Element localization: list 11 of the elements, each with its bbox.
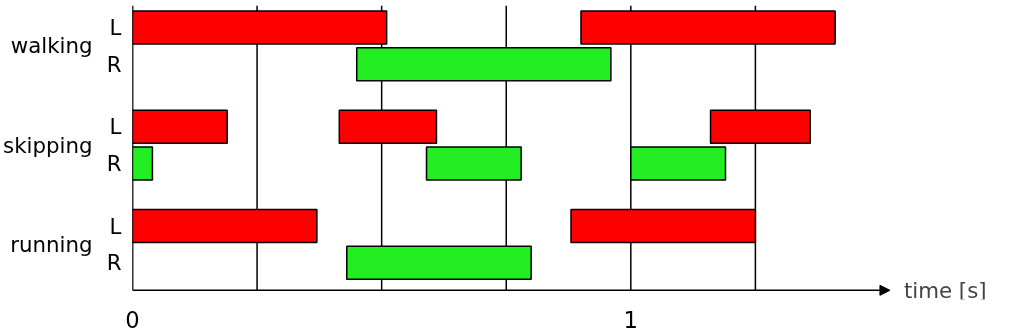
- text: skipping: [3, 132, 93, 158]
- text: running: [10, 231, 93, 257]
- y-tick-label: L: [109, 213, 122, 239]
- y-tick-label: L: [109, 15, 122, 41]
- x-tick-label: 1: [623, 306, 639, 330]
- y-tick-label: L: [109, 114, 122, 140]
- y-tick-label: R: [106, 151, 122, 177]
- x-tick-label: 0: [125, 306, 140, 330]
- y-tick-label: R: [106, 51, 122, 77]
- y-tick-label: R: [106, 250, 122, 276]
- text: walking: [10, 33, 93, 59]
